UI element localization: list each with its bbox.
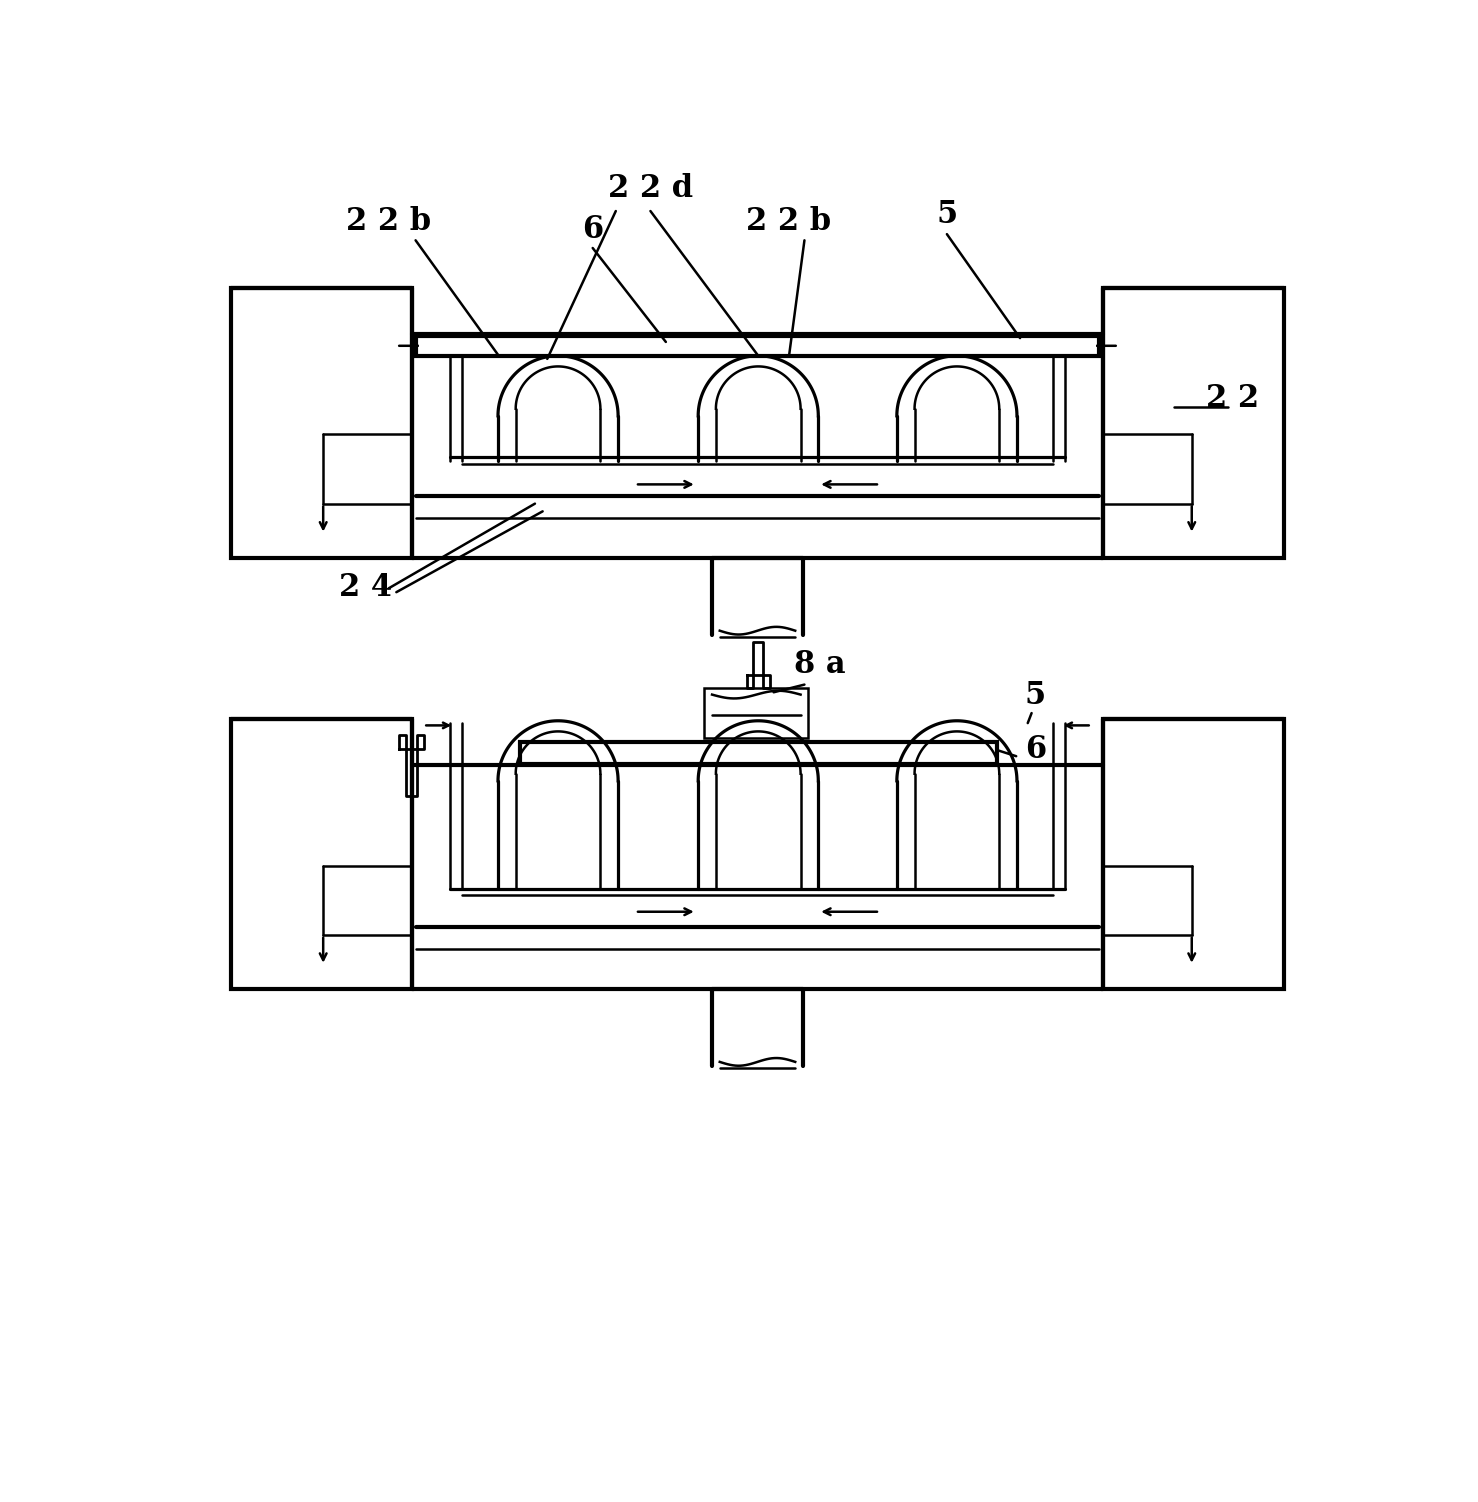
Text: 8 a: 8 a — [794, 649, 845, 680]
Bar — [1103, 288, 1284, 557]
Text: 6: 6 — [1024, 734, 1046, 765]
Bar — [705, 688, 808, 739]
Bar — [415, 336, 1100, 356]
Text: 2 2 b: 2 2 b — [746, 206, 832, 237]
Bar — [231, 719, 412, 988]
Text: 2 2 d: 2 2 d — [607, 173, 693, 204]
Text: 2 4: 2 4 — [338, 572, 392, 602]
Bar — [231, 288, 412, 557]
Bar — [1103, 719, 1284, 988]
Text: 5: 5 — [937, 198, 958, 230]
Bar — [520, 742, 998, 765]
Text: 5: 5 — [1024, 680, 1046, 710]
Text: 2 2 b: 2 2 b — [346, 206, 432, 237]
Text: 6: 6 — [582, 213, 603, 245]
Text: 2 2: 2 2 — [1206, 383, 1259, 415]
